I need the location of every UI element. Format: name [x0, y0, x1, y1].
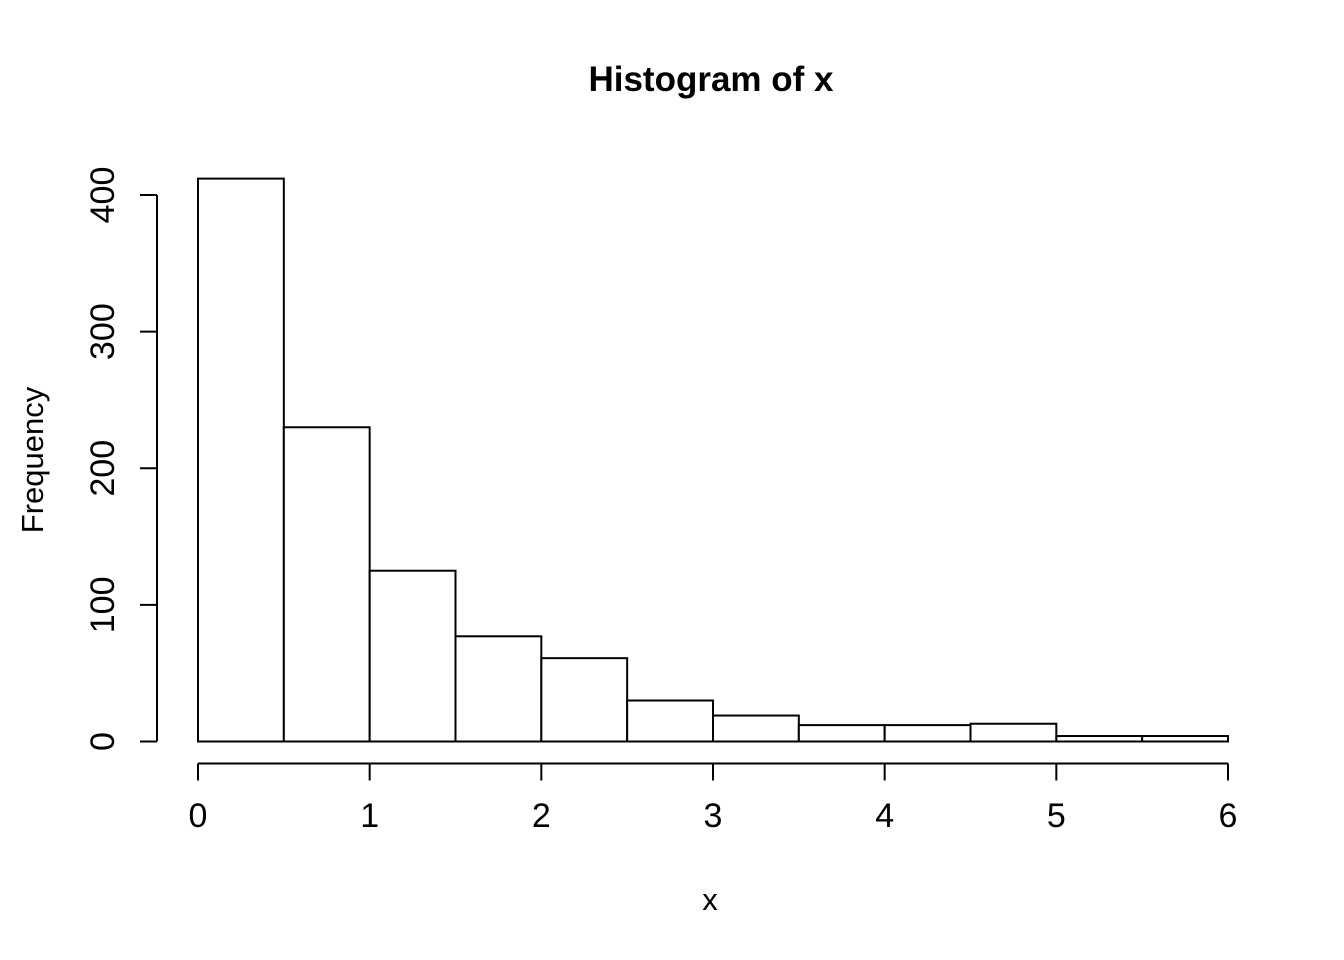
histogram-bar — [282, 426, 371, 743]
histogram-bar — [626, 699, 714, 743]
x-tick-label: 0 — [189, 797, 208, 835]
x-tick-label: 5 — [1047, 797, 1066, 835]
y-axis-label: Frequency — [15, 386, 50, 533]
histogram-bar — [969, 722, 1058, 743]
axes-group: 0 100 200 300 400 0 1 2 3 4 5 6 — [84, 167, 1238, 835]
x-tick-label: 2 — [532, 797, 551, 835]
x-tick-label: 1 — [360, 797, 379, 835]
x-tick-label: 6 — [1219, 797, 1238, 835]
histogram-bar — [197, 177, 285, 743]
chart-title: Histogram of x — [588, 60, 834, 99]
y-tick-label: 300 — [84, 303, 122, 360]
x-tick-label: 3 — [704, 797, 723, 835]
x-axis-label: x — [702, 882, 718, 917]
histogram-bar — [454, 635, 543, 743]
bars-group — [197, 177, 1230, 743]
histogram-bar — [540, 657, 629, 743]
histogram-bar — [712, 714, 800, 743]
histogram-bar — [797, 724, 886, 743]
histogram-bar — [1055, 735, 1144, 743]
y-tick-label: 400 — [84, 167, 122, 224]
histogram-bar — [1141, 735, 1230, 743]
histogram-bar — [883, 724, 972, 743]
y-tick-label: 0 — [84, 732, 122, 751]
histogram-bar — [368, 569, 457, 743]
x-tick-label: 4 — [875, 797, 894, 835]
y-tick-label: 100 — [84, 577, 122, 634]
y-tick-label: 200 — [84, 440, 122, 497]
